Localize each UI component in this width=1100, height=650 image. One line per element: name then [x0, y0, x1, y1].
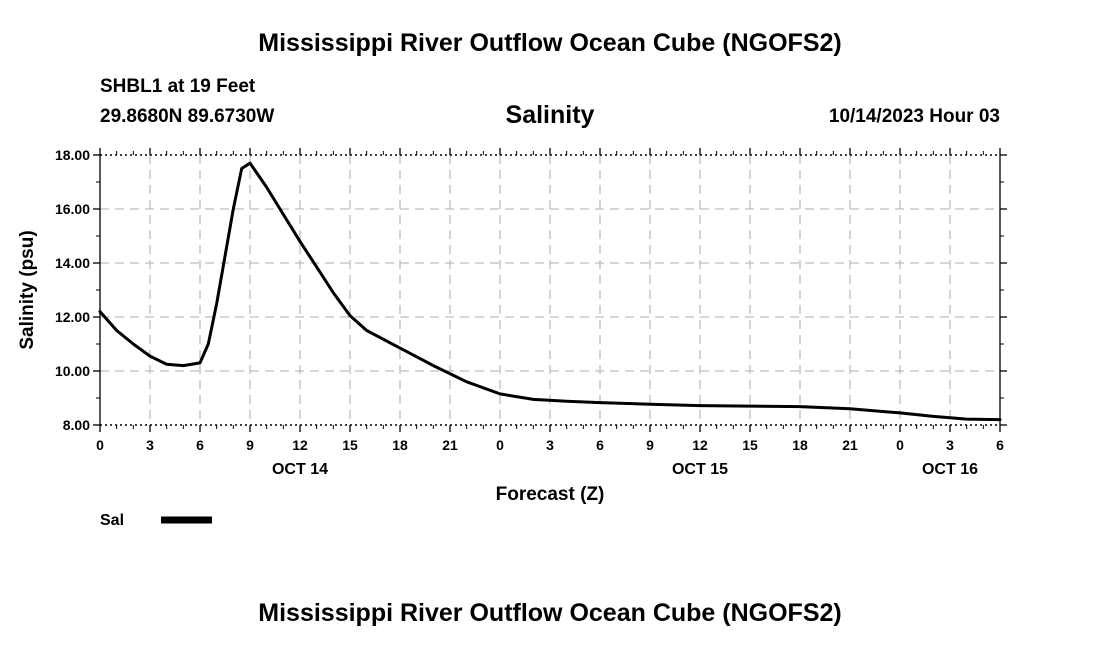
- y-tick-label: 12.00: [55, 309, 90, 325]
- page-title: Mississippi River Outflow Ocean Cube (NG…: [258, 29, 842, 57]
- x-tick-label: 21: [842, 437, 858, 453]
- x-tick-label: 6: [596, 437, 604, 453]
- y-tick-label: 8.00: [63, 417, 90, 433]
- legend-label: Sal: [100, 512, 124, 529]
- station-coordinates: 29.8680N 89.6730W: [100, 106, 275, 127]
- grid-lines: [100, 155, 1000, 425]
- series-line-sal: [98, 161, 1002, 422]
- day-label: OCT 16: [922, 461, 978, 478]
- x-tick-label: 3: [946, 437, 954, 453]
- x-tick-label: 3: [146, 437, 154, 453]
- y-tick-label: 10.00: [55, 363, 90, 379]
- day-label: OCT 14: [272, 461, 328, 478]
- chart-title: Salinity: [505, 101, 595, 129]
- x-tick-label: 9: [246, 437, 254, 453]
- series-layer: [98, 161, 1002, 422]
- x-tick-label: 12: [292, 437, 308, 453]
- x-axis-label: Forecast (Z): [496, 484, 605, 505]
- y-tick-label: 16.00: [55, 201, 90, 217]
- x-tick-label: 21: [442, 437, 458, 453]
- x-tick-label: 9: [646, 437, 654, 453]
- x-tick-label: 0: [896, 437, 904, 453]
- axes: [93, 148, 1007, 432]
- x-tick-label: 3: [546, 437, 554, 453]
- x-tick-label: 6: [196, 437, 204, 453]
- tick-labels: 8.00 10.00 12.00 14.00 16.00 18.00 0 3 6 9 12 15 18 2…: [55, 147, 1004, 478]
- y-tick-label: 18.00: [55, 147, 90, 163]
- x-tick-label: 18: [392, 437, 408, 453]
- x-tick-label: 18: [792, 437, 808, 453]
- y-tick-label: 14.00: [55, 255, 90, 271]
- footer-title: Mississippi River Outflow Ocean Cube (NG…: [258, 599, 842, 627]
- forecast-datetime: 10/14/2023 Hour 03: [828, 106, 1000, 127]
- x-tick-label: 15: [742, 437, 758, 453]
- x-tick-label: 15: [342, 437, 358, 453]
- x-tick-label: 6: [996, 437, 1004, 453]
- y-axis-label: Salinity (psu): [17, 230, 38, 349]
- x-tick-label: 12: [692, 437, 708, 453]
- x-tick-label: 0: [96, 437, 104, 453]
- station-label: SHBL1 at 19 Feet: [100, 76, 256, 97]
- day-label: OCT 15: [672, 461, 728, 478]
- x-tick-label: 0: [496, 437, 504, 453]
